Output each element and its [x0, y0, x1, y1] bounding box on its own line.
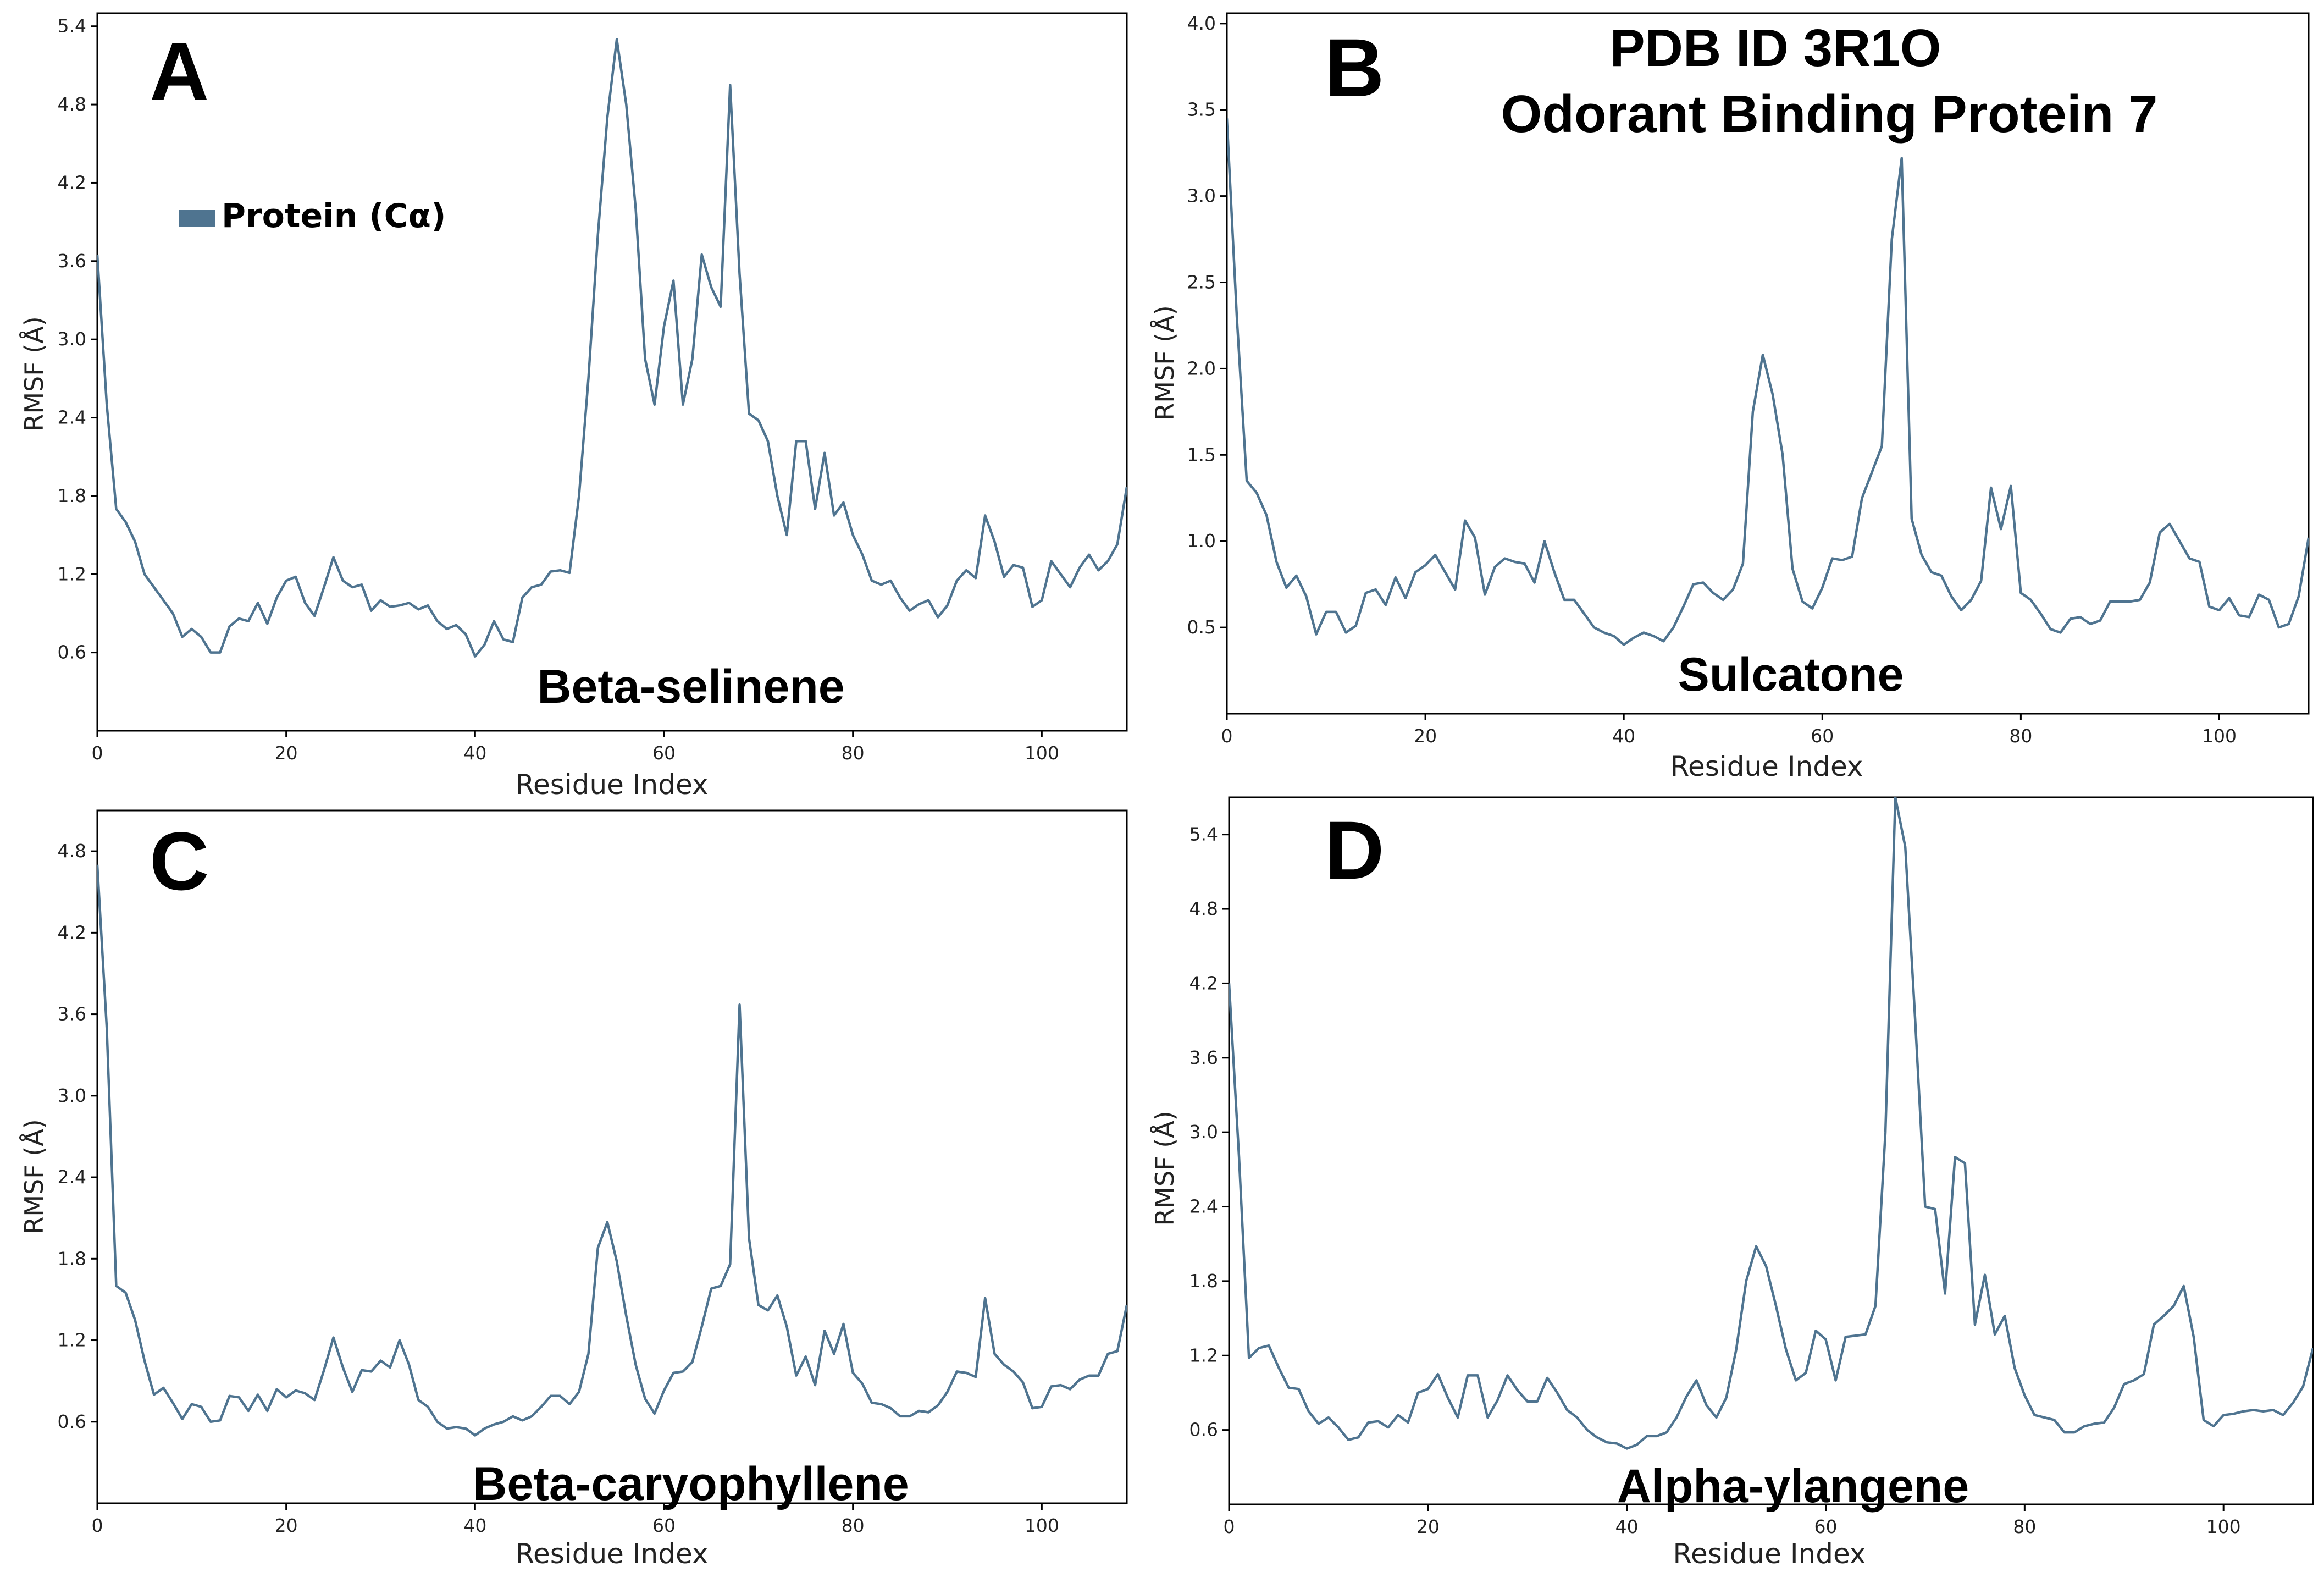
- x-tick-label: 80: [2013, 1516, 2036, 1537]
- x-tick-label: 40: [463, 1515, 486, 1536]
- chart-panel-d: 0.6 1.2 1.8 2.4 3.0 3.6 4.2 4.8 5.4 0 20 40 60 80 100 R…: [1150, 796, 2314, 1570]
- compound-label: Beta-caryophyllene: [473, 1458, 909, 1510]
- y-tick-label: 2.4: [58, 1166, 86, 1188]
- y-tick-label: 5.4: [1189, 824, 1218, 845]
- x-tick-label: 60: [1811, 725, 1834, 747]
- x-tick-label: 100: [2206, 1516, 2241, 1537]
- y-tick-label: 2.4: [58, 407, 86, 428]
- x-axis-label: Residue Index: [1673, 1538, 1866, 1570]
- y-tick-label: 1.2: [1189, 1344, 1218, 1366]
- legend-swatch: [179, 210, 215, 227]
- y-tick-label: 2.0: [1187, 357, 1216, 379]
- x-tick-label: 80: [2009, 725, 2032, 747]
- plot-frame: [1226, 12, 2310, 715]
- y-tick-label: 0.6: [58, 642, 86, 663]
- x-tick-label: 0: [92, 1515, 103, 1536]
- y-tick-label: 3.6: [58, 250, 86, 272]
- x-tick-label: 80: [842, 1515, 865, 1536]
- x-tick-label: 20: [1416, 1516, 1440, 1537]
- y-tick-label: 4.0: [1187, 13, 1216, 34]
- plot-frame: [96, 12, 1128, 732]
- y-tick-label: 1.5: [1187, 444, 1216, 465]
- rmsf-series-line: [97, 38, 1127, 658]
- x-tick-label: 80: [842, 742, 865, 764]
- x-tick-label: 20: [275, 742, 298, 764]
- panel-letter: B: [1325, 21, 1384, 114]
- y-tick-label: 0.6: [58, 1411, 86, 1432]
- figure-heading-line1: PDB ID 3R1O: [1610, 19, 1941, 78]
- figure-heading-line2: Odorant Binding Protein 7: [1501, 85, 2158, 144]
- compound-label: Alpha-ylangene: [1617, 1460, 1969, 1513]
- panel-letter: D: [1325, 804, 1384, 896]
- y-tick-label: 1.2: [58, 1330, 86, 1351]
- x-tick-label: 20: [1414, 725, 1437, 747]
- x-tick-label: 100: [1025, 742, 1059, 764]
- y-tick-label: 4.2: [58, 922, 86, 943]
- chart-panel-c: 0.6 1.2 1.8 2.4 3.0 3.6 4.2 4.8 0 20 40 60 80 100 Resi…: [19, 809, 1128, 1570]
- y-tick-label: 1.8: [58, 1248, 86, 1269]
- x-tick-label: 0: [92, 742, 103, 764]
- y-tick-label: 4.2: [1189, 972, 1218, 994]
- y-tick-label: 1.0: [1187, 530, 1216, 551]
- y-tick-label: 4.8: [1189, 898, 1218, 919]
- x-tick-label: 40: [1615, 1516, 1639, 1537]
- x-tick-label: 0: [1224, 1516, 1235, 1537]
- x-tick-label: 20: [275, 1515, 298, 1536]
- y-tick-label: 2.5: [1187, 272, 1216, 293]
- panel-letter: C: [150, 815, 209, 907]
- x-tick-label: 100: [2202, 725, 2237, 747]
- y-tick-label: 3.0: [58, 1085, 86, 1106]
- x-tick-label: 60: [652, 742, 676, 764]
- plot-frame: [1228, 796, 2314, 1505]
- plot-frame: [96, 809, 1128, 1504]
- y-tick-label: 1.2: [58, 563, 86, 584]
- chart-panel-a: 0.6 1.2 1.8 2.4 3.0 3.6 4.2 4.8 5.4 0 20 40 60 80 100 R…: [19, 12, 1128, 801]
- x-tick-label: 60: [652, 1515, 676, 1536]
- rmsf-series-line: [1229, 797, 2313, 1450]
- x-tick-label: 0: [1221, 725, 1233, 747]
- y-tick-label: 3.6: [58, 1003, 86, 1025]
- x-axis-label: Residue Index: [516, 769, 709, 801]
- y-axis-label: RMSF (Å): [1150, 1111, 1180, 1226]
- y-tick-label: 1.8: [1189, 1270, 1218, 1292]
- x-tick-label: 40: [1612, 725, 1635, 747]
- rmsf-series-line: [1227, 118, 2309, 646]
- y-axis-label: RMSF (Å): [19, 316, 49, 431]
- y-tick-label: 3.5: [1187, 99, 1216, 120]
- y-tick-label: 0.5: [1187, 616, 1216, 638]
- compound-label: Sulcatone: [1678, 648, 1904, 701]
- y-tick-label: 3.0: [1187, 185, 1216, 207]
- y-tick-label: 3.6: [1189, 1047, 1218, 1068]
- y-tick-label: 0.6: [1189, 1419, 1218, 1441]
- y-tick-label: 2.4: [1189, 1196, 1218, 1217]
- x-axis-label: Residue Index: [516, 1538, 709, 1570]
- x-tick-label: 100: [1025, 1515, 1059, 1536]
- y-tick-label: 4.8: [58, 840, 86, 862]
- y-tick-label: 1.8: [58, 485, 86, 506]
- y-tick-label: 4.2: [58, 172, 86, 193]
- y-axis-label: RMSF (Å): [1150, 305, 1180, 420]
- compound-label: Beta-selinene: [537, 660, 844, 713]
- y-tick-label: 4.8: [58, 93, 86, 115]
- y-tick-label: 3.0: [58, 328, 86, 350]
- chart-panel-b: 0.5 1.0 1.5 2.0 2.5 3.0 3.5 4.0 0 20 40 60 80 100 Resi…: [1150, 12, 2310, 782]
- y-tick-label: 5.4: [58, 15, 86, 37]
- y-axis-label: RMSF (Å): [19, 1119, 49, 1234]
- y-tick-label: 3.0: [1189, 1121, 1218, 1143]
- x-axis-label: Residue Index: [1670, 751, 1863, 782]
- x-tick-label: 40: [463, 742, 486, 764]
- x-tick-label: 60: [1814, 1516, 1838, 1537]
- panel-letter: A: [150, 25, 209, 118]
- legend-label: Protein (Cα): [222, 197, 446, 235]
- rmsf-series-line: [97, 864, 1127, 1437]
